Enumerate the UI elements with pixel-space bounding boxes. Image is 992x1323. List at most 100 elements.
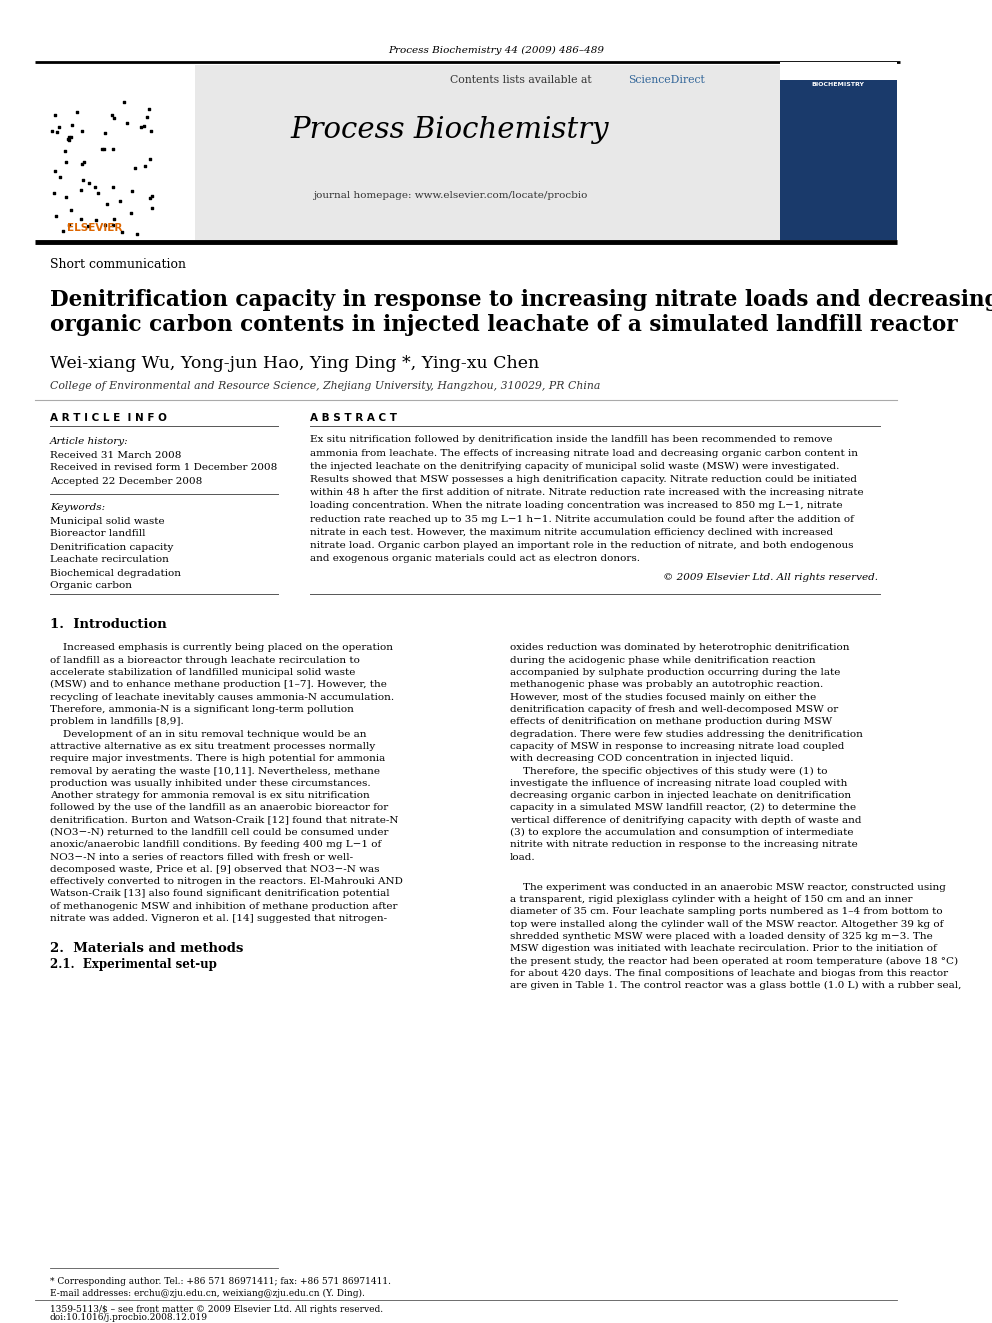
Text: production was usually inhibited under these circumstances.: production was usually inhibited under t… [50, 779, 371, 787]
Point [105, 139, 121, 160]
Text: Process Biochemistry 44 (2009) 486–489: Process Biochemistry 44 (2009) 486–489 [388, 45, 604, 54]
Text: Bioreactor landfill: Bioreactor landfill [50, 529, 146, 538]
Point [62, 200, 78, 221]
Point [62, 126, 77, 147]
Point [133, 116, 149, 138]
Text: of methanogenic MSW and inhibition of methane production after: of methanogenic MSW and inhibition of me… [50, 902, 398, 910]
Point [142, 188, 158, 209]
Point [97, 214, 113, 235]
Text: Results showed that MSW possesses a high denitrification capacity. Nitrate reduc: Results showed that MSW possesses a high… [310, 475, 857, 484]
Point [116, 91, 132, 112]
Text: nitrate was added. Vigneron et al. [14] suggested that nitrogen-: nitrate was added. Vigneron et al. [14] … [50, 914, 387, 923]
Text: Increased emphasis is currently being placed on the operation: Increased emphasis is currently being pl… [50, 643, 393, 652]
Bar [780, 65, 897, 239]
Bar [35, 65, 195, 239]
Point [72, 209, 88, 230]
Text: and exogenous organic materials could act as electron donors.: and exogenous organic materials could ac… [310, 554, 640, 564]
Text: are given in Table 1. The control reactor was a glass bottle (1.0 L) with a rubb: are given in Table 1. The control reacto… [510, 982, 961, 991]
Text: capacity in a simulated MSW landfill reactor, (2) to determine the: capacity in a simulated MSW landfill rea… [510, 803, 856, 812]
Text: ammonia from leachate. The effects of increasing nitrate load and decreasing org: ammonia from leachate. The effects of in… [310, 448, 858, 458]
Text: within 48 h after the first addition of nitrate. Nitrate reduction rate increase: within 48 h after the first addition of … [310, 488, 864, 497]
Text: Another strategy for ammonia removal is ex situ nitrification: Another strategy for ammonia removal is … [50, 791, 370, 800]
Text: Organic carbon: Organic carbon [50, 582, 132, 590]
Text: Wei-xiang Wu, Yong-jun Hao, Ying Ding *, Ying-xu Chen: Wei-xiang Wu, Yong-jun Hao, Ying Ding *,… [50, 355, 540, 372]
Text: A B S T R A C T: A B S T R A C T [310, 413, 397, 423]
Point [123, 202, 139, 224]
Text: journal homepage: www.elsevier.com/locate/procbio: journal homepage: www.elsevier.com/locat… [312, 191, 587, 200]
Text: Contents lists available at: Contents lists available at [450, 75, 595, 85]
Text: Received in revised form 1 December 2008: Received in revised form 1 December 2008 [50, 463, 277, 472]
Text: a transparent, rigid plexiglass cylinder with a height of 150 cm and an inner: a transparent, rigid plexiglass cylinder… [510, 896, 913, 904]
Point [119, 112, 135, 134]
Point [144, 197, 160, 218]
Text: Process Biochemistry: Process Biochemistry [291, 116, 609, 144]
Text: diameter of 35 cm. Four leachate sampling ports numbered as 1–4 from bottom to: diameter of 35 cm. Four leachate samplin… [510, 908, 942, 917]
Text: Keywords:: Keywords: [50, 504, 105, 512]
Text: of landfill as a bioreactor through leachate recirculation to: of landfill as a bioreactor through leac… [50, 656, 360, 664]
Text: for about 420 days. The final compositions of leachate and biogas from this reac: for about 420 days. The final compositio… [510, 968, 948, 978]
Point [59, 187, 74, 208]
Text: Ex situ nitrification followed by denitrification inside the landfill has been r: Ex situ nitrification followed by denitr… [310, 435, 832, 445]
Point [60, 128, 75, 149]
Point [47, 105, 62, 126]
Text: Denitrification capacity in response to increasing nitrate loads and decreasing: Denitrification capacity in response to … [50, 288, 992, 311]
Bar [35, 65, 897, 239]
Point [99, 193, 115, 214]
Text: The experiment was conducted in an anaerobic MSW reactor, constructed using: The experiment was conducted in an anaer… [510, 882, 946, 892]
Point [94, 139, 110, 160]
Point [104, 105, 120, 126]
Text: nitrate in each test. However, the maximum nitrite accumulation efficiency decli: nitrate in each test. However, the maxim… [310, 528, 833, 537]
Text: E-mail addresses: erchu@zju.edu.cn, weixiang@zju.edu.cn (Y. Ding).: E-mail addresses: erchu@zju.edu.cn, weix… [50, 1289, 365, 1298]
Point [144, 185, 160, 206]
Text: with decreasing COD concentration in injected liquid.: with decreasing COD concentration in inj… [510, 754, 794, 763]
Point [45, 120, 61, 142]
Text: reduction rate reached up to 35 mg L−1 h−1. Nitrite accumulation could be found : reduction rate reached up to 35 mg L−1 h… [310, 515, 854, 524]
Text: denitrification capacity of fresh and well-decomposed MSW or: denitrification capacity of fresh and we… [510, 705, 838, 714]
Text: organic carbon contents in injected leachate of a simulated landfill reactor: organic carbon contents in injected leac… [50, 314, 957, 336]
Point [52, 116, 67, 138]
Text: ELSEVIER: ELSEVIER [67, 224, 123, 233]
Text: Article history:: Article history: [50, 438, 129, 446]
Point [88, 210, 104, 232]
Point [87, 176, 103, 197]
Text: (MSW) and to enhance methane production [1–7]. However, the: (MSW) and to enhance methane production … [50, 680, 387, 689]
Text: during the acidogenic phase while denitrification reaction: during the acidogenic phase while denitr… [510, 656, 815, 664]
Point [47, 160, 62, 181]
Text: Development of an in situ removal technique would be an: Development of an in situ removal techni… [50, 729, 366, 738]
Text: recycling of leachate inevitably causes ammonia-N accumulation.: recycling of leachate inevitably causes … [50, 693, 394, 701]
Text: followed by the use of the landfill as an anaerobic bioreactor for: followed by the use of the landfill as a… [50, 803, 388, 812]
Text: oxides reduction was dominated by heterotrophic denitrification: oxides reduction was dominated by hetero… [510, 643, 849, 652]
Point [62, 214, 77, 235]
Text: 1.  Introduction: 1. Introduction [50, 618, 167, 631]
Point [46, 183, 62, 204]
Text: investigate the influence of increasing nitrate load coupled with: investigate the influence of increasing … [510, 779, 847, 787]
Text: accompanied by sulphate production occurring during the late: accompanied by sulphate production occur… [510, 668, 840, 677]
Text: (NO3−-N) returned to the landfill cell could be consumed under: (NO3−-N) returned to the landfill cell c… [50, 828, 389, 837]
Text: ScienceDirect: ScienceDirect [628, 75, 704, 85]
Text: problem in landfills [8,9].: problem in landfills [8,9]. [50, 717, 184, 726]
Text: the injected leachate on the denitrifying capacity of municipal solid waste (MSW: the injected leachate on the denitrifyin… [310, 462, 839, 471]
Text: Biochemical degradation: Biochemical degradation [50, 569, 181, 578]
Text: © 2009 Elsevier Ltd. All rights reserved.: © 2009 Elsevier Ltd. All rights reserved… [663, 573, 878, 582]
Text: degradation. There were few studies addressing the denitrification: degradation. There were few studies addr… [510, 729, 863, 738]
Point [136, 115, 152, 136]
Point [72, 180, 88, 201]
Text: removal by aerating the waste [10,11]. Nevertheless, methane: removal by aerating the waste [10,11]. N… [50, 766, 380, 775]
Text: load.: load. [510, 852, 536, 861]
Point [144, 120, 160, 142]
Text: decreasing organic carbon in injected leachate on denitrification: decreasing organic carbon in injected le… [510, 791, 851, 800]
Text: MSW digestion was initiated with leachate recirculation. Prior to the initiation: MSW digestion was initiated with leachat… [510, 945, 936, 954]
Point [55, 220, 70, 241]
Point [74, 169, 90, 191]
Point [114, 221, 130, 242]
Text: the present study, the reactor had been operated at room temperature (above 18 °: the present study, the reactor had been … [510, 957, 958, 966]
Text: vertical difference of denitrifying capacity with depth of waste and: vertical difference of denitrifying capa… [510, 816, 861, 824]
Text: Accepted 22 December 2008: Accepted 22 December 2008 [50, 476, 202, 486]
Text: However, most of the studies focused mainly on either the: However, most of the studies focused mai… [510, 693, 816, 701]
Text: methanogenic phase was probably an autotrophic reaction.: methanogenic phase was probably an autot… [510, 680, 823, 689]
Text: Therefore, the specific objectives of this study were (1) to: Therefore, the specific objectives of th… [510, 766, 827, 775]
Text: effects of denitrification on methane production during MSW: effects of denitrification on methane pr… [510, 717, 832, 726]
Text: * Corresponding author. Tel.: +86 571 86971411; fax: +86 571 86971411.: * Corresponding author. Tel.: +86 571 86… [50, 1277, 391, 1286]
Text: 2.  Materials and methods: 2. Materials and methods [50, 942, 243, 955]
Point [49, 205, 64, 226]
